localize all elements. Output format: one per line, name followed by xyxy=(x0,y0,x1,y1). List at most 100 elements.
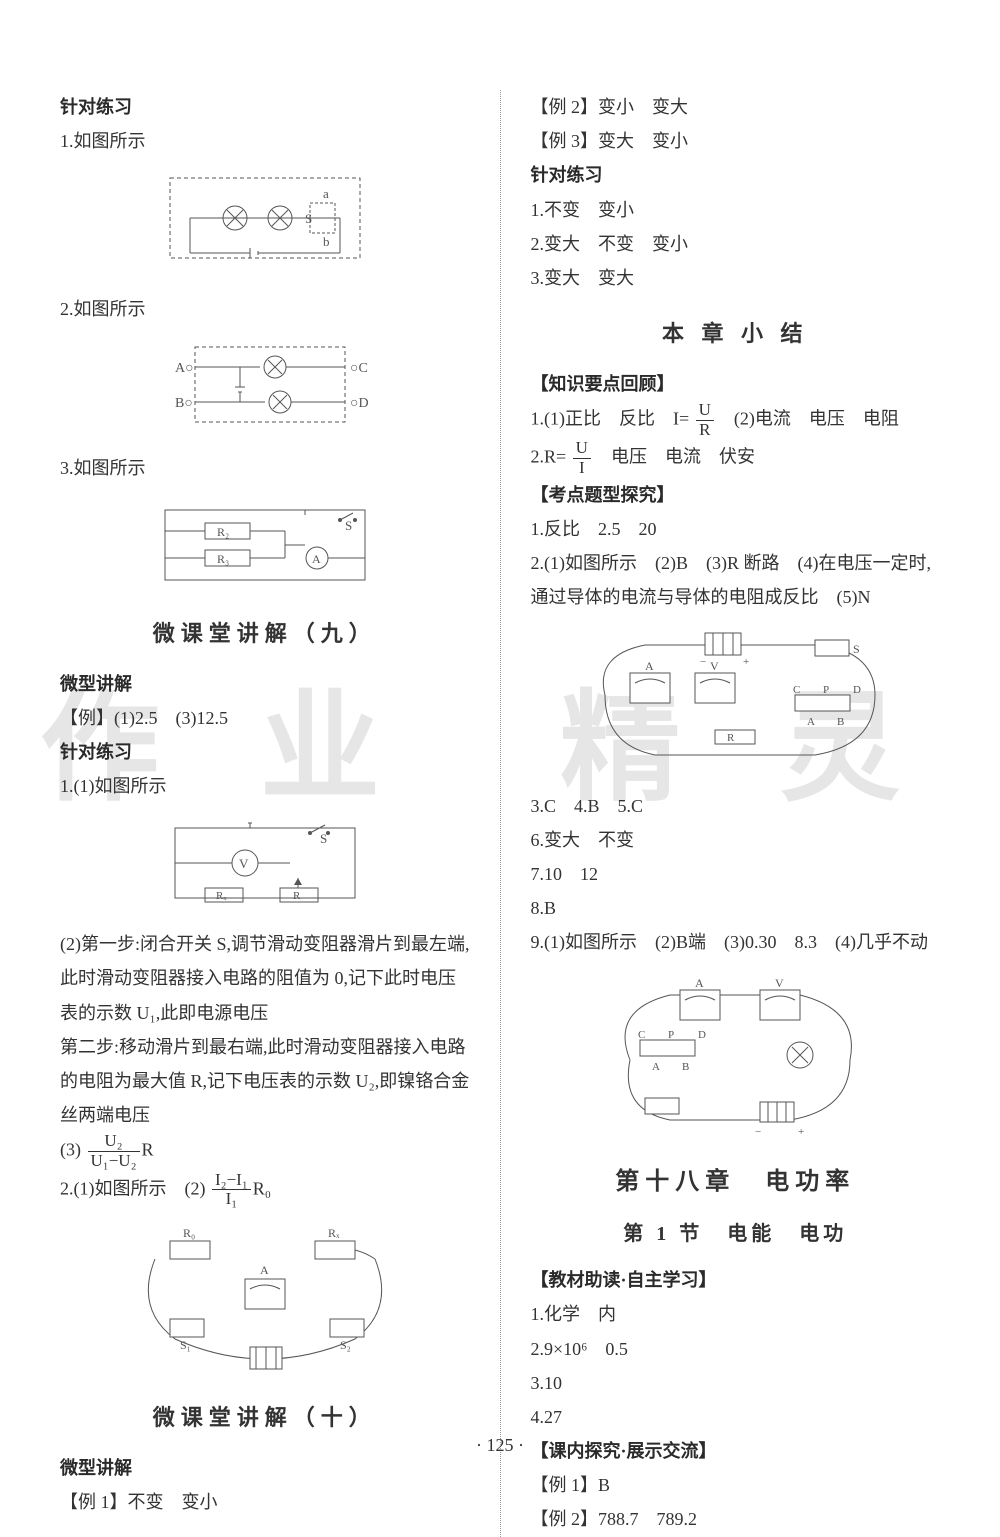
svg-text:R₂: R₂ xyxy=(217,525,229,539)
svg-text:−: − xyxy=(700,656,706,668)
svg-text:D: D xyxy=(698,1029,706,1041)
frac-den: I xyxy=(573,459,591,478)
svg-text:V: V xyxy=(239,856,249,871)
page-number: · 125 · xyxy=(0,1435,1000,1456)
circuit-figure-3: R₂ R₃ A S xyxy=(60,495,470,595)
svg-text:A○: A○ xyxy=(175,361,194,376)
formula-suffix: R xyxy=(142,1140,154,1160)
circuit-figure-5: R₀ Rₓ A S₁ S₂ xyxy=(60,1219,470,1379)
svg-text:S: S xyxy=(345,518,352,533)
section1-title: 第 1 节 电能 电功 xyxy=(531,1215,941,1253)
page-columns: 针对练习 1.如图所示 a b S 2.如图所示 xyxy=(60,90,940,1537)
circuit-figure-6: −+ S A V CPD AB R xyxy=(531,625,941,775)
svg-text:S: S xyxy=(853,642,860,656)
s4: 4.27 xyxy=(531,1400,941,1434)
s1: 1.化学 内 xyxy=(531,1297,941,1331)
svg-text:Rₓ: Rₓ xyxy=(216,890,227,902)
e6: 6.变大 不变 xyxy=(531,823,941,857)
svg-text:P: P xyxy=(668,1029,674,1041)
frac-den: R xyxy=(696,421,714,440)
svg-text:A: A xyxy=(312,552,321,566)
frac-num: I₂−I₁ xyxy=(212,1171,251,1191)
rev2-suffix: 电压 电流 伏安 xyxy=(593,447,755,467)
frac-num: U xyxy=(696,401,714,421)
frac-num: U xyxy=(573,439,591,459)
svg-text:A: A xyxy=(652,1061,660,1073)
frac-den: I₁ xyxy=(212,1190,251,1209)
svg-text:V: V xyxy=(775,976,784,990)
practice-heading-2: 针对练习 xyxy=(60,735,470,769)
p2-q1: 1.(1)如图所示 xyxy=(60,769,470,803)
svg-text:+: + xyxy=(798,1126,804,1138)
sh1: 【例 1】B xyxy=(531,1468,941,1502)
rev1-suffix: (2)电流 电压 电阻 xyxy=(716,408,899,428)
p2-step2: 第二步:移动滑片到最右端,此时滑动变阻器接入电路的电阻为最大值 R,记下电压表的… xyxy=(60,1030,470,1133)
column-divider xyxy=(500,90,501,1537)
ex2-line: 【例 2】变小 变大 xyxy=(531,90,941,124)
svg-text:○C: ○C xyxy=(350,361,368,376)
example-line: 【例】(1)2.5 (3)12.5 xyxy=(60,701,470,735)
q1-text: 1.如图所示 xyxy=(60,124,470,158)
right-column: 【例 2】变小 变大 【例 3】变大 变小 针对练习 1.不变 变小 2.变大 … xyxy=(531,90,941,1537)
micro9-title: 微课堂讲解（九） xyxy=(60,613,470,655)
s2: 2.9×10⁶ 0.5 xyxy=(531,1332,941,1366)
svg-text:S: S xyxy=(305,211,312,226)
svg-text:D: D xyxy=(853,684,861,696)
fraction-r2: U I xyxy=(573,439,591,477)
practice-heading-r: 针对练习 xyxy=(531,158,941,192)
fraction-r1: U R xyxy=(696,401,714,439)
chapter-title: 第十八章 电功率 xyxy=(531,1160,941,1206)
e9: 9.(1)如图所示 (2)B端 (3)0.30 8.3 (4)几乎不动 xyxy=(531,925,941,959)
svg-text:A: A xyxy=(645,659,654,673)
svg-text:A: A xyxy=(807,716,815,728)
frac-num: U₂ xyxy=(88,1132,140,1152)
summary-title: 本 章 小 结 xyxy=(531,313,941,355)
ex1-line: 【例 1】不变 变小 xyxy=(60,1485,470,1519)
rev1-prefix: 1.(1)正比 反比 I= xyxy=(531,408,690,428)
svg-text:○D: ○D xyxy=(350,396,369,411)
p2-formula: (3) U₂ U₁−U₂ R xyxy=(60,1132,470,1170)
r2: 2.变大 不变 变小 xyxy=(531,227,941,261)
svg-text:S₁: S₁ xyxy=(180,1338,191,1352)
svg-text:A: A xyxy=(260,1263,269,1277)
svg-text:R₀: R₀ xyxy=(183,1226,195,1240)
s3: 3.10 xyxy=(531,1366,941,1400)
fraction-2: I₂−I₁ I₁ xyxy=(212,1171,251,1209)
ex3-line: 【例 3】变大 变小 xyxy=(531,124,941,158)
micro-explain-2: 微型讲解 xyxy=(60,1451,470,1485)
svg-text:C: C xyxy=(638,1029,645,1041)
exam-heading: 【考点题型探究】 xyxy=(531,478,941,512)
svg-text:B: B xyxy=(837,716,844,728)
svg-text:B○: B○ xyxy=(175,396,193,411)
svg-text:A: A xyxy=(695,976,704,990)
svg-text:S₂: S₂ xyxy=(340,1338,351,1352)
svg-text:a: a xyxy=(323,186,329,201)
formula-suffix: R₀ xyxy=(253,1178,271,1198)
circuit-figure-7: A V CPD AB −+ xyxy=(531,970,941,1140)
rev2-prefix: 2.R= xyxy=(531,447,567,467)
p2-q2: 2.(1)如图所示 (2) I₂−I₁ I₁ R₀ xyxy=(60,1171,470,1209)
p2-steps: (2)第一步:闭合开关 S,调节滑动变阻器滑片到最左端,此时滑动变阻器接入电路的… xyxy=(60,927,470,1030)
review-heading: 【知识要点回顾】 xyxy=(531,367,941,401)
e2: 2.(1)如图所示 (2)B (3)R 断路 (4)在电压一定时,通过导体的电流… xyxy=(531,546,941,614)
svg-text:−: − xyxy=(755,1126,761,1138)
micro10-title: 微课堂讲解（十） xyxy=(60,1397,470,1439)
study-heading: 【教材助读·自主学习】 xyxy=(531,1263,941,1297)
sh2: 【例 2】788.7 789.2 xyxy=(531,1502,941,1536)
e8: 8.B xyxy=(531,891,941,925)
q3-text: 3.如图所示 xyxy=(60,451,470,485)
formula-prefix: (3) xyxy=(60,1140,81,1160)
circuit-figure-1: a b S xyxy=(60,168,470,278)
svg-text:Rₓ: Rₓ xyxy=(328,1226,340,1240)
rev1: 1.(1)正比 反比 I= U R (2)电流 电压 电阻 xyxy=(531,401,941,439)
svg-text:C: C xyxy=(793,684,800,696)
frac-den: U₁−U₂ xyxy=(88,1152,140,1171)
left-column: 针对练习 1.如图所示 a b S 2.如图所示 xyxy=(60,90,470,1537)
r3: 3.变大 变大 xyxy=(531,261,941,295)
circuit-figure-2: A○ ○C B○ ○D xyxy=(60,337,470,437)
e7: 7.10 12 xyxy=(531,857,941,891)
svg-text:R: R xyxy=(727,732,735,744)
practice-heading: 针对练习 xyxy=(60,90,470,124)
svg-text:P: P xyxy=(823,684,829,696)
svg-text:R₃: R₃ xyxy=(217,552,229,566)
